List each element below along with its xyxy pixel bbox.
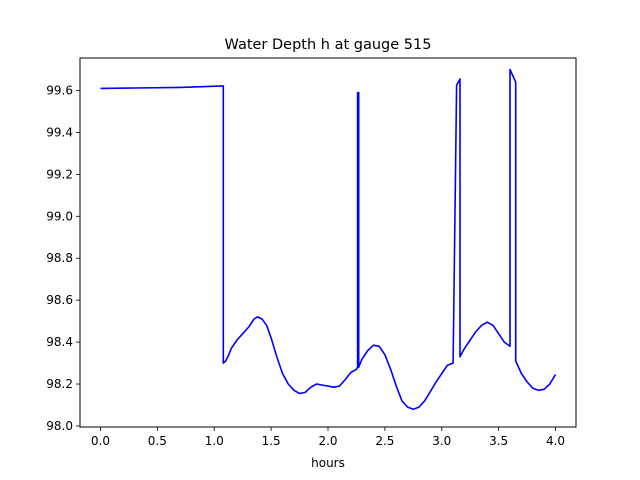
x-tick-label: 1.0 <box>205 434 224 448</box>
plot-area <box>80 58 576 427</box>
y-tick-label: 98.6 <box>46 293 73 307</box>
x-tick-label: 2.0 <box>318 434 337 448</box>
y-tick-label: 98.2 <box>46 377 73 391</box>
y-tick-label: 98.4 <box>46 335 73 349</box>
y-tick-label: 99.2 <box>46 167 73 181</box>
y-tick-label: 99.0 <box>46 209 73 223</box>
y-tick-label: 99.6 <box>46 83 73 97</box>
y-axis: 98.0 98.2 98.4 98.6 98.8 99.0 99.2 99.4 99.6 <box>46 83 80 433</box>
x-axis-label: hours <box>311 456 345 470</box>
x-tick-label: 2.5 <box>375 434 394 448</box>
chart-title: Water Depth h at gauge 515 <box>225 37 432 53</box>
x-tick-label: 0.5 <box>148 434 167 448</box>
x-tick-label: 3.0 <box>432 434 451 448</box>
x-tick-label: 1.5 <box>262 434 281 448</box>
x-axis: 0.0 0.5 1.0 1.5 2.0 2.5 3.0 3.5 4.0 <box>91 427 565 448</box>
y-tick-label: 98.8 <box>46 251 73 265</box>
x-tick-label: 4.0 <box>546 434 565 448</box>
water-depth-line <box>100 68 557 411</box>
x-tick-label: 0.0 <box>91 434 110 448</box>
y-tick-label: 98.0 <box>46 419 73 433</box>
x-tick-label: 3.5 <box>489 434 508 448</box>
y-tick-label: 99.4 <box>46 125 73 139</box>
plot-frame <box>79 57 577 428</box>
